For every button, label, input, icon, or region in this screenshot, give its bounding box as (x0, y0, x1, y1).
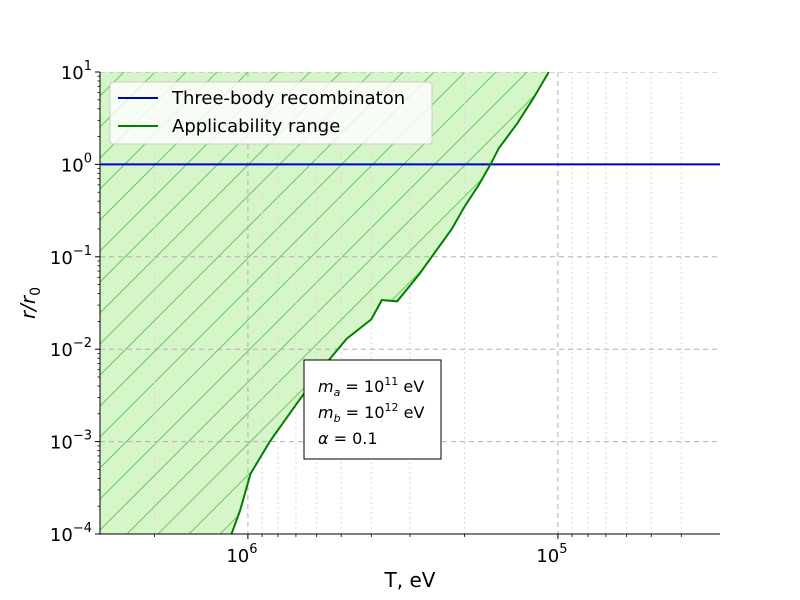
hatch-line (706, 0, 800, 544)
x-axis-label: T, eV (384, 568, 436, 592)
hatch-line (0, 0, 66, 544)
hatch-line (100, 72, 501, 534)
legend-label: Applicability range (172, 116, 340, 137)
y-tick-label: 10−3 (50, 429, 92, 454)
hatch-line (100, 72, 549, 534)
x-tick-label: 105 (536, 542, 567, 567)
x-tick-label: 106 (226, 542, 257, 567)
legend-label: Three-body recombinaton (171, 88, 405, 109)
hatch-line (613, 0, 800, 544)
series-lines (100, 72, 720, 534)
hatch-line (100, 72, 549, 534)
hatch-line (519, 72, 549, 534)
hatch-line (737, 0, 800, 544)
axes: 101 100 10−1 10−2 10−3 10−4 106 105 T, eV r/r0 (16, 59, 720, 592)
y-tick-label: 100 (61, 151, 92, 176)
hatch-line (116, 72, 549, 534)
applicability-line (230, 72, 550, 534)
annotation-line: mb = 1012 eV (318, 401, 424, 425)
y-tick-label: 10−4 (50, 521, 92, 546)
y-tick-label: 10−2 (50, 336, 92, 361)
y-tick-label: 101 (61, 59, 92, 84)
hatch-line (100, 72, 408, 534)
hatch-line (644, 0, 800, 544)
annotation-line: α = 0.1 (318, 429, 378, 448)
hatch-line (100, 72, 439, 534)
annotation-frame (303, 359, 442, 460)
y-tick-label: 10−1 (50, 244, 92, 269)
legend-box (109, 81, 433, 145)
hatch-line (100, 72, 549, 534)
legend: Three-body recombinaton Applicability ran… (109, 81, 433, 145)
hatch-line (675, 0, 800, 544)
hatch-line (100, 72, 532, 534)
y-axis-label: r/r0 (16, 287, 44, 319)
hatch-line (582, 0, 800, 544)
hatch-line (768, 0, 800, 544)
annotation-line: ma = 1011 eV (318, 375, 424, 399)
hatch-line (100, 72, 470, 534)
